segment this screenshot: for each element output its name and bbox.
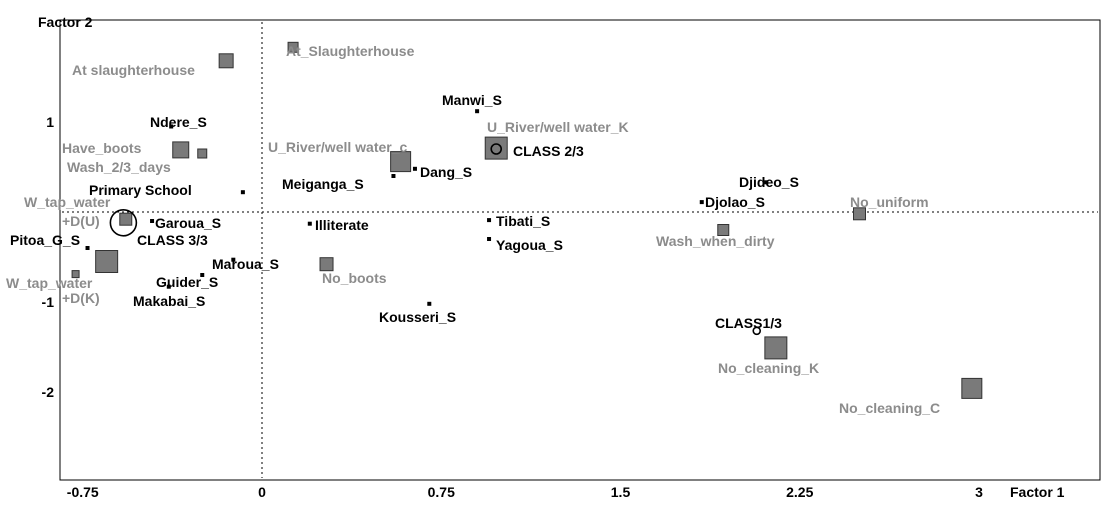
class-centroid-marker: [109, 209, 138, 237]
category-square-marker: [853, 207, 866, 221]
label-no-uniform: No_uniform: [850, 194, 929, 210]
label-class-2-3: CLASS 2/3: [513, 143, 584, 159]
label-w-tap-water-k: W_tap_water: [6, 275, 93, 291]
label-garoua: Garoua_S: [155, 215, 221, 231]
label-no-boots: No_boots: [322, 270, 387, 286]
x-tick-label: 1.5: [611, 484, 631, 500]
label-class-1-3: CLASS1/3: [715, 315, 782, 331]
label-djolao: Djolao_S: [705, 194, 765, 210]
x-tick-label: 2.25: [786, 484, 813, 500]
x-tick-label: -0.75: [67, 484, 99, 500]
site-point-marker: [150, 219, 155, 223]
label-river-well-c: U_River/well water_c: [268, 139, 408, 155]
label-wash-2-3-days: Wash_2/3_days: [67, 159, 171, 175]
tick-labels: -0.75 0 0.75 1.5 2.25 3 1 -1 -2: [42, 114, 984, 500]
label-meiganga: Meiganga_S: [282, 176, 364, 192]
class-centroid-marker: [752, 326, 762, 336]
label-yagoua: Yagoua_S: [496, 237, 563, 253]
site-point-marker: [487, 237, 492, 241]
site-point-marker: [169, 124, 174, 129]
site-point-marker: [166, 284, 171, 289]
category-square-marker: [961, 377, 983, 399]
label-djideo: Djideo_S: [739, 174, 799, 190]
label-primary-school: Primary School: [89, 182, 192, 198]
y-tick-label: 1: [46, 114, 54, 130]
label-guider: Guider_S: [156, 274, 218, 290]
plot-frame: [59, 19, 1101, 481]
x-tick-label: 0.75: [428, 484, 455, 500]
label-dang: Dang_S: [420, 164, 472, 180]
category-square-marker: [319, 257, 334, 272]
label-w-tap-water-u: W_tap_water: [24, 194, 111, 210]
y-tick-label: -2: [42, 384, 55, 400]
class-centroid-marker: [490, 143, 503, 155]
label-d-k: +D(K): [62, 290, 100, 306]
y-tick-label: -1: [42, 294, 55, 310]
label-ndere: Ndere_S: [150, 114, 207, 130]
category-square-marker: [71, 270, 80, 279]
data-marks: [71, 41, 983, 399]
label-makabai: Makabai_S: [133, 293, 205, 309]
label-have-boots: Have_boots: [62, 140, 142, 156]
category-square-marker: [172, 141, 190, 159]
label-manwi: Manwi_S: [442, 92, 502, 108]
label-wash-when-dirty: Wash_when_dirty: [656, 233, 775, 249]
site-point-marker: [391, 174, 396, 178]
label-no-cleaning-k: No_cleaning_K: [718, 360, 819, 376]
site-point-marker: [427, 301, 432, 306]
label-class-3-3: CLASS 3/3: [137, 232, 208, 248]
x-axis-title: Factor 1: [1010, 484, 1065, 500]
category-square-marker: [484, 136, 508, 160]
site-point-marker: [475, 109, 480, 114]
category-square-marker: [197, 148, 208, 159]
site-point-marker: [487, 218, 492, 223]
label-d-u: +D(U): [62, 213, 100, 229]
label-pitoa: Pitoa_G_S: [10, 232, 80, 248]
category-square-marker: [287, 41, 299, 53]
site-point-marker: [412, 166, 417, 171]
category-square-marker: [390, 151, 412, 173]
site-point-marker: [240, 190, 245, 195]
category-square-marker: [95, 250, 119, 273]
label-maroua: Maroua_S: [212, 256, 279, 272]
label-tibati: Tibati_S: [496, 213, 550, 229]
x-tick-label: 3: [975, 484, 983, 500]
label-river-well-k: U_River/well water_K: [487, 119, 629, 135]
site-point-marker: [200, 273, 205, 277]
label-illiterate: Illiterate: [315, 217, 369, 233]
point-labels: Factor 2 Factor 1 At slaughterhouse At_S…: [6, 14, 1065, 500]
site-point-marker: [764, 180, 769, 185]
category-square-marker: [764, 336, 788, 360]
label-at-slaughterhouse-2: At_Slaughterhouse: [286, 43, 415, 59]
category-square-marker: [218, 53, 234, 69]
site-point-marker: [699, 200, 704, 205]
label-no-cleaning-c: No_cleaning_C: [839, 400, 940, 416]
site-point-marker: [307, 221, 312, 226]
y-axis-title: Factor 2: [38, 14, 93, 30]
site-point-marker: [231, 257, 236, 262]
site-point-marker: [85, 246, 90, 250]
category-square-marker: [119, 212, 133, 226]
label-kousseri: Kousseri_S: [379, 309, 456, 325]
x-tick-label: 0: [258, 484, 266, 500]
label-at-slaughterhouse: At slaughterhouse: [72, 62, 195, 78]
category-square-marker: [717, 224, 730, 236]
